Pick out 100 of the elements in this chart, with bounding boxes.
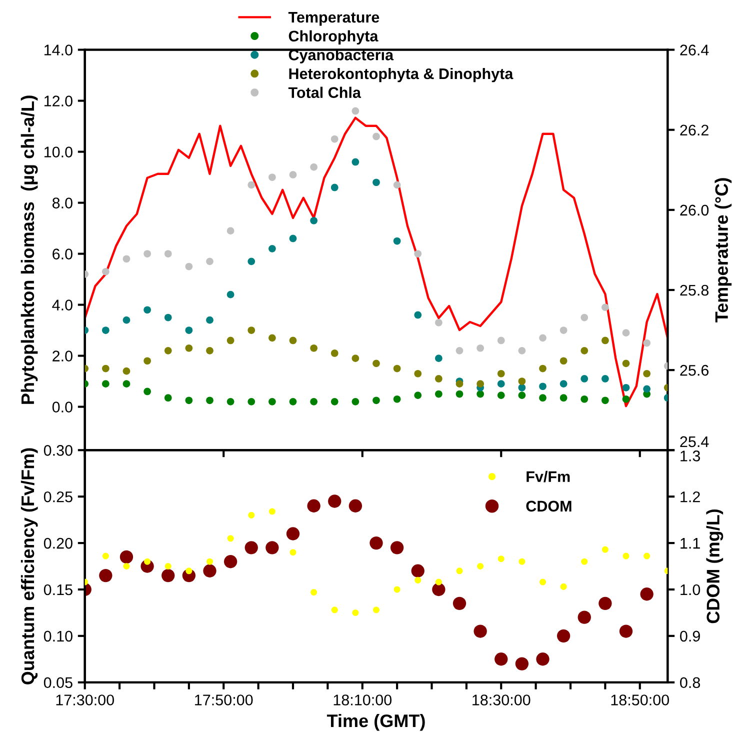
point [248,512,255,518]
y2-tick-label: 26.0 [680,204,709,216]
point [120,550,134,564]
point [560,357,568,365]
point [310,398,318,406]
point [289,171,297,178]
point [164,250,172,258]
point [102,380,110,388]
point [185,344,193,352]
point [539,394,546,402]
point [515,657,529,670]
point [226,398,234,406]
point [539,364,546,372]
point [560,394,568,402]
point [164,394,172,402]
x-tick-label: 18:30:00 [472,694,530,706]
point [581,558,588,565]
point [310,163,318,171]
line-series [84,116,668,408]
point [248,258,256,266]
point [539,382,546,390]
point [556,629,570,643]
point [372,132,380,140]
point [435,578,442,586]
point [580,314,588,322]
point [164,347,172,354]
y2-tick-label: 0.8 [680,677,700,688]
point [477,562,484,570]
y2-axis-title: CDOM (mg/L) [706,509,724,624]
y-tick-label: 0.20 [44,538,72,549]
point [144,357,151,365]
legend-label: Temperature [288,12,380,26]
point [99,568,112,582]
point [330,184,338,192]
point [352,398,360,406]
legend-label: Fv/Fm [526,470,570,482]
point [456,568,463,574]
legend-label: Cyanobacteria [288,49,394,64]
point [352,158,360,166]
y2-tick-label: 1.3 [680,450,700,462]
point [393,181,401,189]
point [206,347,214,354]
point [602,396,609,404]
point [394,586,400,593]
point [248,398,256,406]
point [289,398,297,406]
point [622,360,630,368]
point [122,316,130,324]
point [289,336,297,344]
point [122,255,130,263]
point [122,380,130,388]
point [206,396,214,404]
point [452,596,466,610]
point [310,589,318,596]
point [497,392,505,399]
point [144,250,151,258]
y2-tick-label: 25.6 [680,364,709,376]
point [580,395,588,403]
point [203,564,216,578]
point [622,384,630,392]
point [539,334,546,342]
point [414,311,422,319]
point [414,576,422,584]
point [622,329,630,337]
point [268,245,276,252]
point [164,314,172,322]
point [185,262,193,270]
point [602,546,608,553]
point [411,564,424,578]
legend-label: Chlorophyta [288,30,378,45]
point [494,652,508,666]
point [102,326,110,334]
legend-label: Total Chla [288,86,362,98]
point [330,398,338,406]
point [102,552,109,560]
point [122,367,130,375]
y-tick-label: 10.0 [44,146,72,158]
point [518,392,526,399]
point [393,364,401,372]
y-axis-title: Quantum efficiency (Fv/Fm) [20,448,38,684]
point [456,380,464,388]
point [310,216,318,224]
point [206,558,213,565]
point [560,380,568,388]
point [352,107,360,115]
x-tick-label: 18:10:00 [334,694,392,706]
point [536,652,550,666]
point [268,508,276,515]
point [643,385,650,393]
point [476,390,484,398]
point [414,392,422,399]
y-tick-label: 0.05 [44,677,72,688]
point [372,178,380,186]
point [414,250,422,258]
point [560,326,568,334]
point [330,350,338,357]
point [144,306,151,314]
point [162,568,175,582]
point [540,578,546,586]
point [393,237,401,245]
